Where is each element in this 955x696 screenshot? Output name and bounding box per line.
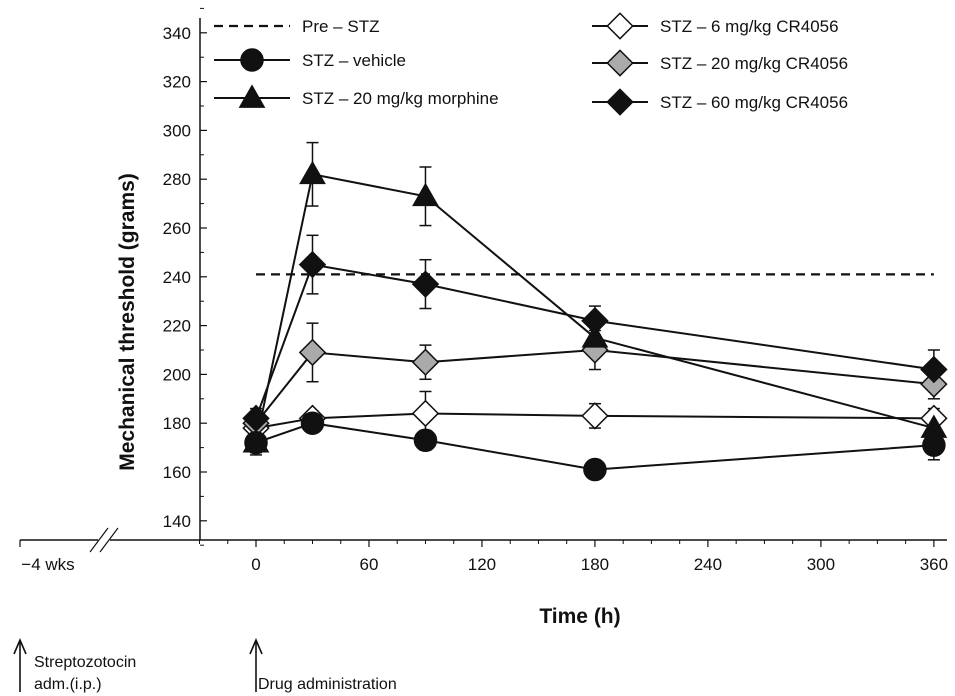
legend-label: STZ – vehicle (302, 51, 406, 70)
axis-break-mark (89, 527, 109, 553)
data-point-series-3 (411, 399, 440, 428)
y-tick-label: 300 (163, 121, 191, 140)
y-tick-label: 260 (163, 219, 191, 238)
data-point-series-2 (581, 324, 609, 348)
data-point-series-3 (581, 402, 609, 430)
y-tick-label: 240 (163, 268, 191, 287)
arrow-drug-administration-head (249, 637, 263, 655)
x-tick-label-prebreak: −4 wks (21, 555, 74, 574)
legend-label: STZ – 20 mg/kg CR4056 (660, 54, 848, 73)
data-point-series-1 (583, 457, 607, 482)
data-point-series-4 (298, 338, 327, 367)
data-point-series-4 (920, 370, 948, 398)
arrow-streptozotocin-head (13, 637, 27, 655)
x-tick-label: 120 (468, 555, 496, 574)
data-point-series-2 (242, 429, 270, 453)
annotation-streptozotocin: Streptozotocin (34, 654, 136, 671)
legend-swatch-marker (606, 49, 634, 77)
data-point-series-2 (920, 414, 948, 438)
y-tick-label: 340 (163, 24, 191, 43)
data-point-series-2 (299, 160, 326, 185)
annotation-streptozotocin: adm.(i.p.) (34, 676, 102, 693)
axis-break-mark (99, 527, 119, 553)
data-point-series-5 (298, 250, 327, 279)
y-tick-label: 280 (163, 170, 191, 189)
legend-label: STZ – 20 mg/kg morphine (302, 89, 499, 108)
data-point-series-1 (300, 411, 325, 435)
x-tick-label: 0 (251, 555, 260, 574)
y-tick-label: 320 (163, 73, 191, 92)
legend-swatch-marker (238, 84, 266, 108)
y-tick-label: 140 (163, 512, 191, 531)
legend: Pre – STZ STZ – vehicle STZ – 20 mg/kg mor… (214, 12, 848, 116)
annotation-drug-administration: Drug administration (258, 676, 397, 693)
annotations: Streptozotocin adm.(i.p.) Drug administrat… (13, 637, 397, 693)
y-tick-label: 160 (163, 463, 191, 482)
legend-swatch-marker (606, 12, 634, 40)
x-axis-title: Time (h) (539, 605, 620, 628)
legend-swatch-marker (240, 48, 264, 72)
data-point-series-2 (412, 182, 439, 207)
data-point-series-5 (920, 355, 948, 384)
series-group (242, 141, 948, 482)
x-tick-label: 180 (581, 555, 609, 574)
y-tick-label: 220 (163, 317, 191, 336)
y-tick-label: 200 (163, 365, 191, 384)
x-tick-label: 240 (694, 555, 722, 574)
legend-label: STZ – 60 mg/kg CR4056 (660, 93, 848, 112)
legend-label: Pre – STZ (302, 17, 379, 36)
axes: 140 160 180 200 220 240 260 280 300 320 340 0 60 120 1… (19, 7, 948, 574)
legend-label: STZ – 6 mg/kg CR4056 (660, 17, 839, 36)
data-point-series-4 (411, 348, 440, 376)
data-point-series-5 (411, 270, 440, 298)
series-markers (242, 160, 948, 482)
y-tick-label: 180 (163, 414, 191, 433)
x-tick-label: 300 (807, 555, 835, 574)
x-tick-label: 60 (360, 555, 379, 574)
y-axis-title: Mechanical threshold (grams) (116, 173, 139, 471)
x-tick-label: 360 (920, 555, 948, 574)
legend-swatch-marker (606, 88, 634, 116)
data-point-series-1 (413, 428, 438, 453)
